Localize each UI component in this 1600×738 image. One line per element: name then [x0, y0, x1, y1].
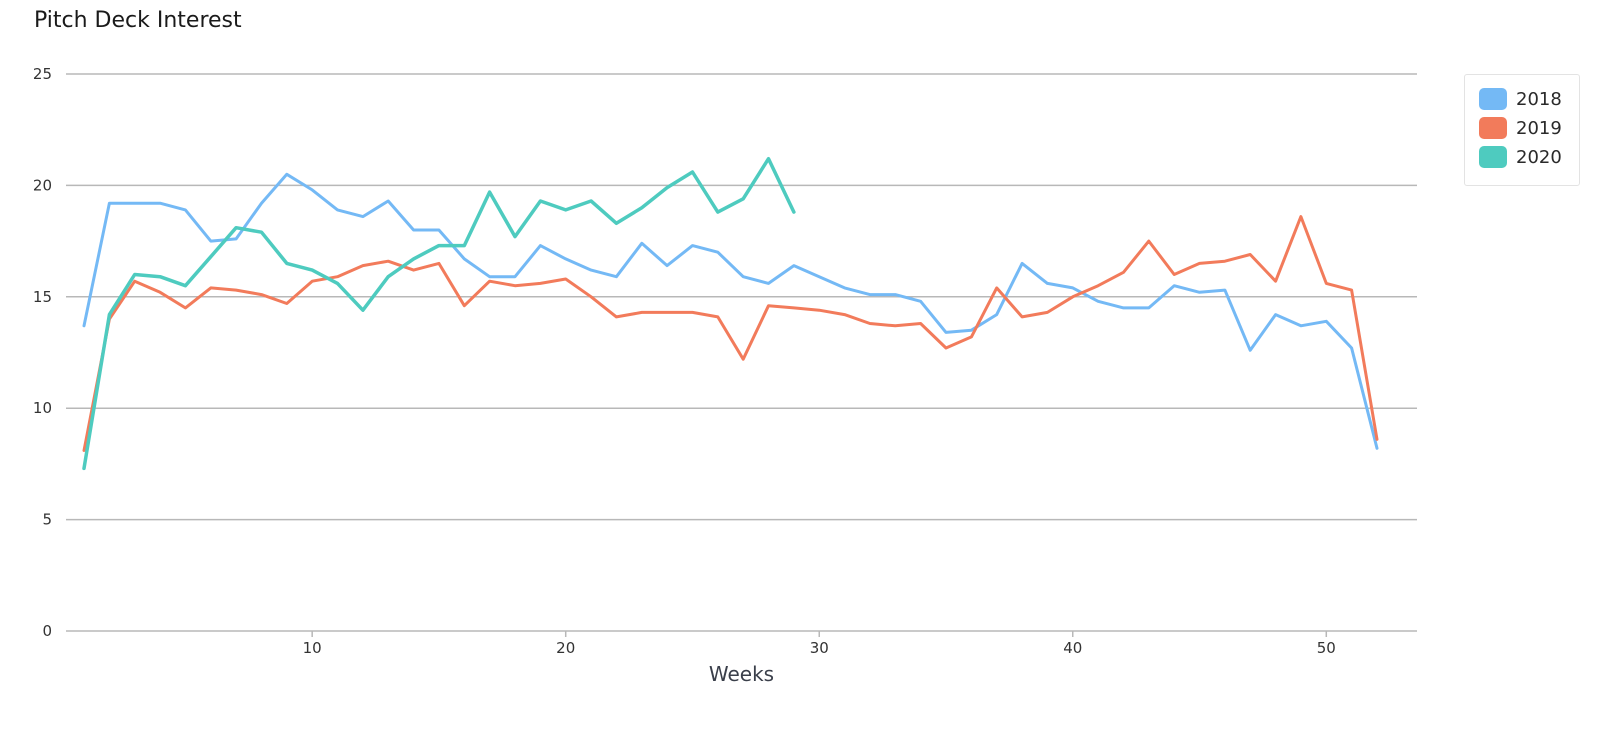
series-line-2018[interactable]	[82, 172, 1379, 450]
series-line-2019[interactable]	[82, 215, 1379, 452]
chart-title: Pitch Deck Interest	[34, 8, 242, 33]
series-lines	[82, 156, 1379, 471]
y-tick-label-5: 5	[42, 511, 52, 529]
y-tick-label-15: 15	[33, 288, 52, 306]
y-tick-label-0: 0	[42, 622, 52, 640]
x-tick-label-40: 40	[1063, 639, 1082, 657]
legend-label-2020: 2020	[1516, 146, 1562, 168]
x-axis-title: Weeks	[709, 662, 774, 686]
x-tick-label-30: 30	[810, 639, 829, 657]
series-line-2020[interactable]	[82, 156, 796, 471]
legend-swatch-2020	[1479, 146, 1507, 168]
gridlines	[66, 73, 1417, 632]
y-tick-label-25: 25	[33, 65, 52, 83]
y-axis-ticks: 0 5 10 15 20 25	[33, 65, 52, 640]
x-tick-label-50: 50	[1317, 639, 1336, 657]
legend: 2018 2019 2020	[1464, 74, 1580, 186]
legend-swatch-2019	[1479, 117, 1507, 139]
legend-label-2018: 2018	[1516, 88, 1562, 110]
x-tick-label-20: 20	[556, 639, 575, 657]
y-tick-label-10: 10	[33, 399, 52, 417]
legend-swatch-2018	[1479, 88, 1507, 110]
x-axis-ticks: 10 20 30 40 50	[303, 631, 1336, 657]
x-tick-label-10: 10	[303, 639, 322, 657]
legend-item-2018[interactable]: 2018	[1479, 87, 1562, 111]
legend-label-2019: 2019	[1516, 117, 1562, 139]
legend-item-2020[interactable]: 2020	[1479, 145, 1562, 169]
legend-item-2019[interactable]: 2019	[1479, 116, 1562, 140]
y-tick-label-20: 20	[33, 176, 52, 194]
